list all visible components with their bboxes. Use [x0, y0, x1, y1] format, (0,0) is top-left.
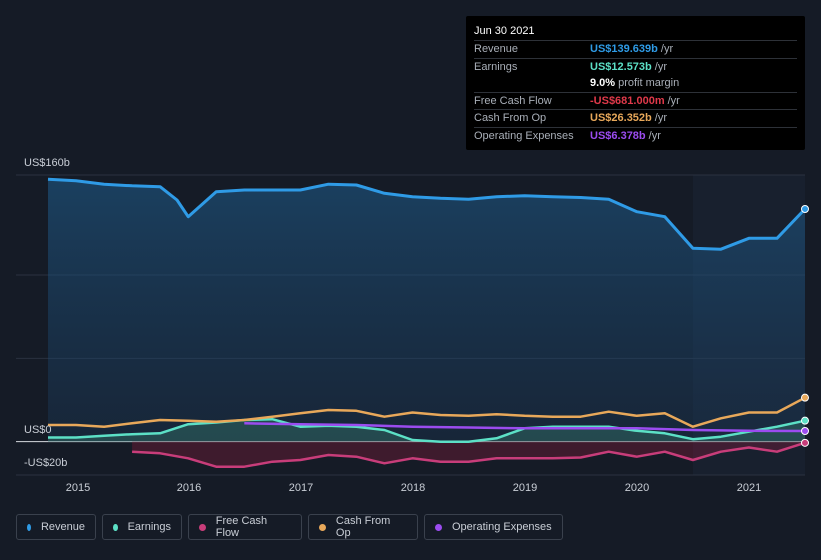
- free-cash-flow-end-point: [801, 438, 809, 447]
- y-tick-label-zero: US$0: [24, 424, 52, 436]
- operating-expenses-end-point: [801, 427, 809, 435]
- legend-label: Cash From Op: [335, 515, 391, 539]
- free-cash-flow-area: [132, 441, 806, 467]
- chart-canvas: US$160b US$0 -US$20b 2015 2016 2017 2018…: [16, 157, 809, 494]
- revenue-end-point: [801, 205, 809, 213]
- earnings-area: [48, 419, 805, 442]
- earnings-dot-icon: [113, 523, 118, 531]
- tooltip-value: US$26.352b: [590, 112, 652, 124]
- tooltip-unit: /yr: [654, 60, 667, 73]
- legend-item-operating-expenses[interactable]: Operating Expenses: [424, 514, 563, 540]
- cash-from-op-end-point: [801, 393, 809, 402]
- chart-legend: Revenue Earnings Free Cash Flow Cash Fro…: [16, 514, 563, 542]
- legend-item-revenue[interactable]: Revenue: [16, 514, 96, 540]
- data-tooltip: Jun 30 2021 Revenue US$139.639b /yr Earn…: [466, 16, 805, 150]
- tooltip-value: US$12.573b: [590, 60, 652, 73]
- operating-expenses-line[interactable]: [244, 422, 806, 433]
- x-tick-label: 2015: [66, 482, 90, 494]
- tooltip-unit: /yr: [667, 94, 680, 107]
- tooltip-row-earnings: Earnings US$12.573b /yr: [474, 59, 797, 76]
- cash-from-op-dot-icon: [319, 523, 326, 531]
- revenue-area: [48, 179, 805, 442]
- cash-from-op-line[interactable]: [48, 396, 806, 428]
- legend-item-cash-from-op[interactable]: Cash From Op: [308, 514, 418, 540]
- earnings-end-point: [801, 416, 809, 425]
- tooltip-row-profit-margin: 9.0% profit margin: [474, 75, 797, 93]
- y-tick-label-top: US$160b: [24, 157, 70, 169]
- x-tick-label: 2017: [289, 482, 313, 494]
- legend-label: Earnings: [127, 521, 171, 533]
- operating-expenses-dot-icon: [435, 523, 442, 531]
- tooltip-value: US$6.378b: [590, 129, 646, 142]
- free-cash-flow-dot-icon: [199, 523, 206, 531]
- tooltip-row-revenue: Revenue US$139.639b /yr: [474, 41, 797, 59]
- x-tick-label: 2020: [625, 482, 649, 494]
- tooltip-row-free-cash-flow: Free Cash Flow -US$681.000m /yr: [474, 93, 797, 110]
- tooltip-unit: profit margin: [618, 77, 680, 89]
- earnings-line[interactable]: [48, 417, 806, 443]
- tooltip-label: Earnings: [474, 60, 518, 73]
- tooltip-value: US$139.639b: [590, 43, 658, 55]
- tooltip-unit: /yr: [654, 112, 667, 124]
- free-cash-flow-line[interactable]: [132, 441, 806, 468]
- tooltip-unit: /yr: [660, 43, 674, 55]
- tooltip-label: [474, 75, 590, 92]
- tooltip-date: Jun 30 2021: [474, 23, 797, 41]
- revenue-dot-icon: [27, 523, 31, 531]
- x-tick-label: 2019: [513, 482, 537, 494]
- tooltip-label: Operating Expenses: [474, 129, 574, 142]
- y-tick-label-bottom: -US$20b: [24, 457, 67, 469]
- legend-item-free-cash-flow[interactable]: Free Cash Flow: [188, 514, 302, 540]
- x-tick-label: 2018: [401, 482, 425, 494]
- area-fills: [48, 179, 806, 467]
- end-points: [801, 205, 809, 447]
- tooltip-label: Revenue: [474, 43, 519, 55]
- tooltip-value: -US$681.000m: [590, 94, 665, 107]
- legend-label: Free Cash Flow: [215, 515, 268, 539]
- series-lines: [47, 177, 807, 468]
- tooltip-unit: /yr: [648, 129, 661, 142]
- tooltip-row-operating-expenses: Operating Expenses US$6.378b /yr: [474, 128, 797, 145]
- legend-label: Operating Expenses: [452, 521, 552, 533]
- legend-label: Revenue: [40, 521, 85, 533]
- legend-item-earnings[interactable]: Earnings: [102, 514, 182, 540]
- tooltip-label: Free Cash Flow: [474, 94, 552, 107]
- tooltip-value: 9.0%: [590, 77, 616, 89]
- x-tick-label: 2016: [177, 482, 201, 494]
- x-tick-label: 2021: [737, 482, 761, 494]
- tooltip-row-cash-from-op: Cash From Op US$26.352b /yr: [474, 110, 797, 128]
- revenue-line[interactable]: [47, 177, 807, 251]
- tooltip-label: Cash From Op: [474, 112, 547, 124]
